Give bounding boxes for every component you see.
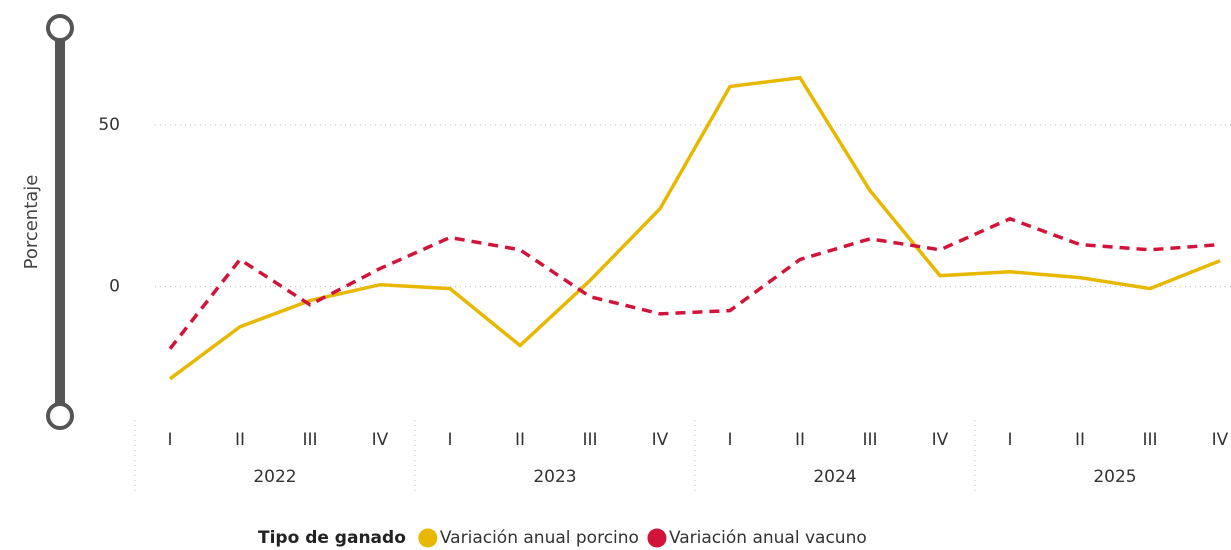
legend-label: Variación anual vacuno: [669, 528, 867, 548]
x-tick-label: III: [1142, 430, 1157, 450]
series-line: [168, 75, 1221, 381]
series-line: [168, 216, 1221, 350]
legend-marker: [647, 528, 667, 548]
x-tick-label: III: [302, 430, 317, 450]
y-axis-title: Porcentaje: [21, 175, 42, 270]
x-tick-label: II: [235, 430, 245, 450]
x-group-label: 2022: [253, 467, 296, 487]
x-group-label: 2025: [1093, 467, 1136, 487]
x-tick-label: I: [727, 430, 732, 450]
x-tick-label: IV: [932, 430, 949, 450]
x-tick-label: I: [1007, 430, 1012, 450]
x-tick-label: III: [582, 430, 597, 450]
x-tick-label: IV: [652, 430, 669, 450]
x-tick-label: I: [167, 430, 172, 450]
x-tick-label: IV: [372, 430, 389, 450]
x-tick-label: III: [862, 430, 877, 450]
x-group-label: 2023: [533, 467, 576, 487]
legend-label: Variación anual porcino: [440, 528, 639, 548]
legend-title: Tipo de ganado: [258, 528, 406, 548]
y-tick-label: 50: [98, 115, 120, 135]
slider-track: [55, 30, 65, 416]
x-tick-label: IV: [1212, 430, 1229, 450]
legend: Tipo de ganado Variación anual porcino Var…: [258, 528, 867, 548]
range-slider[interactable]: [46, 14, 74, 430]
x-tick-label: I: [447, 430, 452, 450]
x-tick-label: II: [515, 430, 525, 450]
x-tick-label: II: [795, 430, 805, 450]
slider-handle[interactable]: [46, 402, 74, 430]
x-tick-label: II: [1075, 430, 1085, 450]
slider-handle[interactable]: [46, 14, 74, 42]
legend-marker: [418, 528, 438, 548]
x-group-label: 2024: [813, 467, 856, 487]
y-tick-label: 0: [109, 277, 120, 297]
